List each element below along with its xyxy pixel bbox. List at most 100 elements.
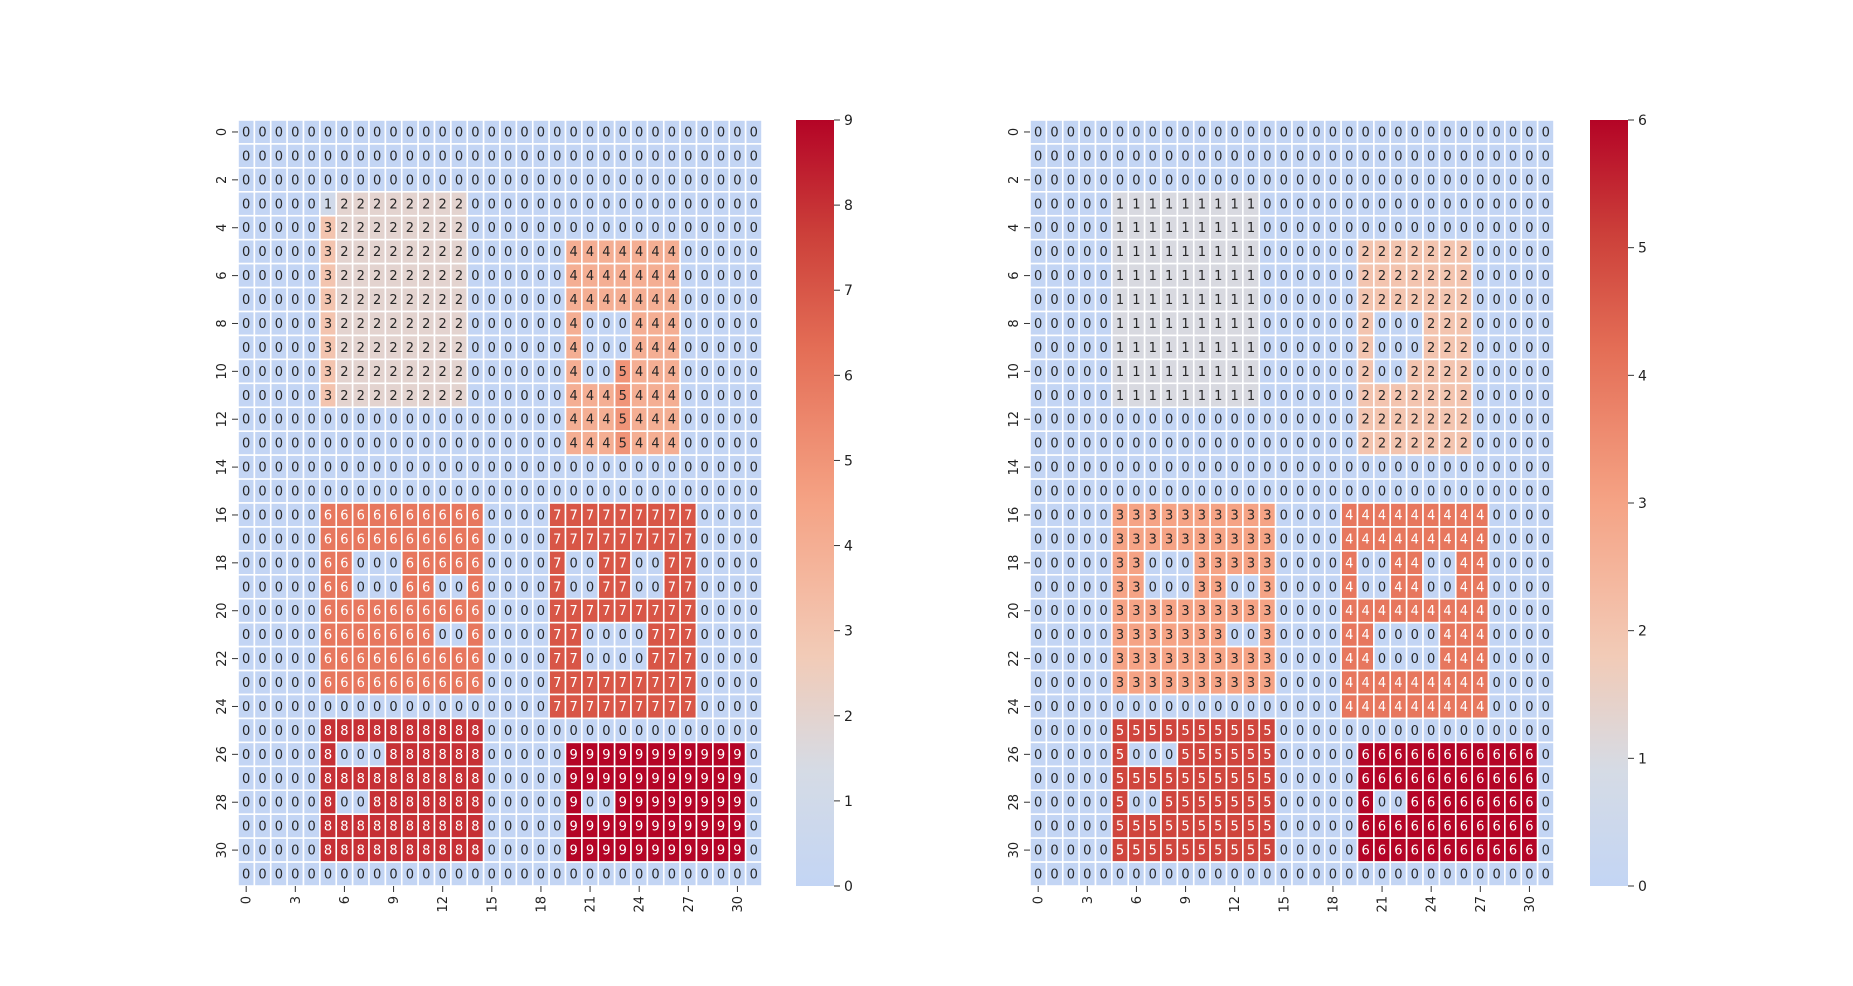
cell-value-label: 2 (422, 341, 430, 356)
cell-value-label: 6 (389, 604, 397, 619)
cell-value-label: 2 (422, 317, 430, 332)
cell-value-label: 0 (1100, 125, 1108, 140)
cell-value-label: 0 (1083, 628, 1091, 643)
cell-value-label: 5 (1198, 796, 1206, 811)
cell-value-label: 0 (651, 221, 659, 236)
cell-value-label: 0 (242, 485, 250, 500)
cell-value-label: 7 (635, 604, 643, 619)
cell-value-label: 0 (308, 508, 316, 523)
cell-value-label: 0 (1067, 652, 1075, 667)
cell-value-label: 5 (1263, 820, 1271, 835)
cell-value-label: 0 (242, 317, 250, 332)
cell-value-label: 0 (1050, 604, 1058, 619)
cell-value-label: 0 (520, 652, 528, 667)
cell-value-label: 0 (1050, 580, 1058, 595)
colorbar-tick-label: 5 (844, 453, 853, 469)
cell-value-label: 0 (308, 796, 316, 811)
cell-value-label: 0 (1296, 532, 1304, 547)
cell-value-label: 0 (1132, 461, 1140, 476)
cell-value-label: 4 (651, 365, 659, 380)
cell-value-label: 0 (553, 293, 561, 308)
cell-value-label: 1 (1165, 293, 1173, 308)
cell-value-label: 9 (668, 748, 676, 763)
cell-value-label: 0 (1493, 365, 1501, 380)
cell-value-label: 0 (275, 868, 283, 883)
cell-value-label: 0 (553, 149, 561, 164)
cell-value-label: 0 (1362, 173, 1370, 188)
cell-value-label: 4 (668, 437, 676, 452)
cell-value-label: 5 (1181, 820, 1189, 835)
cell-value-label: 0 (1542, 652, 1550, 667)
cell-value-label: 2 (406, 221, 414, 236)
cell-value-label: 6 (455, 556, 463, 571)
cell-value-label: 0 (1181, 125, 1189, 140)
cell-value-label: 0 (1296, 604, 1304, 619)
cell-value-label: 0 (537, 389, 545, 404)
cell-value-label: 0 (1312, 652, 1320, 667)
cell-value-label: 0 (488, 748, 496, 763)
cell-value-label: 0 (488, 197, 496, 212)
cell-value-label: 0 (635, 580, 643, 595)
cell-value-label: 0 (488, 293, 496, 308)
cell-value-label: 0 (1493, 317, 1501, 332)
cell-value-label: 0 (1296, 844, 1304, 859)
cell-value-label: 0 (1296, 724, 1304, 739)
cell-value-label: 0 (275, 317, 283, 332)
cell-value-label: 0 (1525, 700, 1533, 715)
cell-value-label: 4 (1411, 700, 1419, 715)
cell-value-label: 8 (324, 796, 332, 811)
cell-value-label: 0 (291, 437, 299, 452)
cell-value-label: 0 (275, 125, 283, 140)
cell-value-label: 4 (1443, 604, 1451, 619)
colorbar-tick-label: 3 (844, 624, 853, 640)
cell-value-label: 0 (1132, 868, 1140, 883)
cell-value-label: 0 (1100, 844, 1108, 859)
cell-value-label: 9 (717, 772, 725, 787)
cell-value-label: 0 (1476, 485, 1484, 500)
cell-value-label: 4 (1476, 556, 1484, 571)
cell-value-label: 6 (1411, 820, 1419, 835)
cell-value-label: 0 (1542, 532, 1550, 547)
cell-value-label: 0 (750, 437, 758, 452)
cell-value-label: 0 (1083, 197, 1091, 212)
cell-value-label: 0 (1247, 485, 1255, 500)
cell-value-label: 5 (1247, 748, 1255, 763)
cell-value-label: 0 (1263, 149, 1271, 164)
cell-value-label: 0 (504, 796, 512, 811)
cell-value-label: 4 (1443, 508, 1451, 523)
cell-value-label: 0 (1050, 844, 1058, 859)
cell-value-label: 4 (1394, 508, 1402, 523)
cell-value-label: 6 (455, 508, 463, 523)
cell-value-label: 0 (1329, 772, 1337, 787)
cell-value-label: 0 (471, 700, 479, 715)
cell-value-label: 0 (733, 724, 741, 739)
cell-value-label: 2 (1443, 389, 1451, 404)
cell-value-label: 0 (1280, 197, 1288, 212)
cell-value-label: 0 (308, 485, 316, 500)
cell-value-label: 0 (586, 221, 594, 236)
cell-value-label: 4 (1443, 676, 1451, 691)
cell-value-label: 4 (1394, 556, 1402, 571)
cell-value-label: 9 (619, 844, 627, 859)
cell-value-label: 0 (291, 604, 299, 619)
cell-value-label: 1 (1198, 365, 1206, 380)
cell-value-label: 8 (324, 748, 332, 763)
cell-value-label: 8 (471, 724, 479, 739)
cell-value-label: 8 (439, 844, 447, 859)
cell-value-label: 4 (635, 293, 643, 308)
cell-value-label: 0 (242, 437, 250, 452)
cell-value-label: 0 (1149, 485, 1157, 500)
cell-value-label: 0 (340, 748, 348, 763)
cell-value-label: 0 (537, 868, 545, 883)
cell-value-label: 0 (258, 173, 266, 188)
cell-value-label: 0 (1345, 389, 1353, 404)
cell-value-label: 2 (1394, 389, 1402, 404)
cell-value-label: 0 (1329, 868, 1337, 883)
cell-value-label: 1 (1214, 293, 1222, 308)
cell-value-label: 0 (1050, 748, 1058, 763)
cell-value-label: 0 (570, 149, 578, 164)
cell-value-label: 0 (1378, 485, 1386, 500)
cell-value-label: 0 (619, 724, 627, 739)
cell-value-label: 1 (1132, 197, 1140, 212)
cell-value-label: 0 (1427, 556, 1435, 571)
